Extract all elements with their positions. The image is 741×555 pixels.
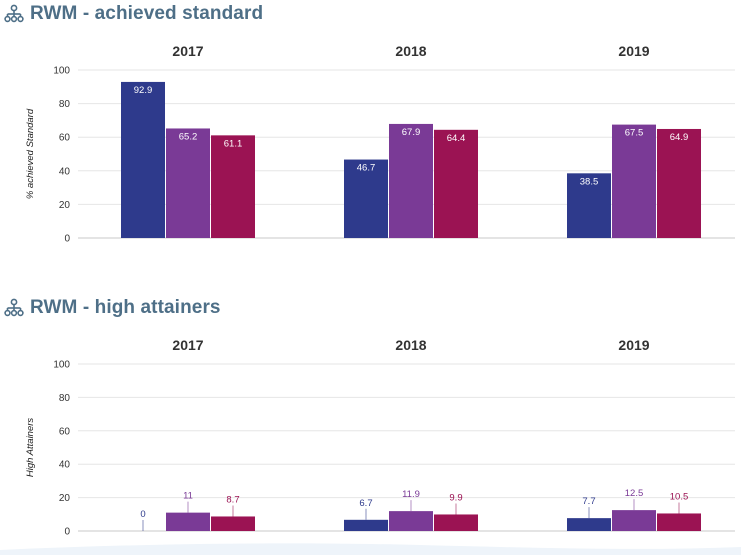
section-title: RWM - high attainers <box>30 297 221 318</box>
chart-section-achieved-standard: RWM - achieved standard 0 20 40 60 80 100 % ac… <box>0 0 741 270</box>
data-label: 61.1 <box>224 138 243 149</box>
section-title: RWM - achieved standard <box>30 3 264 24</box>
data-label: 65.2 <box>179 131 198 142</box>
data-label: 11 <box>183 491 193 502</box>
group-title: 2018 <box>395 43 426 59</box>
bar-chart-achieved-standard: 0 20 40 60 80 100 % achieved Standard 2017 92.9 6… <box>25 43 735 245</box>
group-title: 2017 <box>172 337 203 353</box>
bar <box>166 128 210 238</box>
y-tick-label: 80 <box>59 99 71 110</box>
bar <box>166 512 210 531</box>
y-tick-label: 40 <box>59 166 71 177</box>
group-title: 2017 <box>172 43 203 59</box>
sitemap-icon <box>4 4 24 23</box>
bar <box>211 516 255 531</box>
data-label: 64.4 <box>447 133 466 144</box>
group-title: 2018 <box>395 337 426 353</box>
data-label: 11.9 <box>402 489 420 500</box>
bar <box>612 510 656 531</box>
y-tick-label: 0 <box>64 527 70 538</box>
bar <box>612 124 656 238</box>
data-label: 8.7 <box>226 494 239 505</box>
data-label: 46.7 <box>357 163 376 174</box>
y-tick-label: 20 <box>59 493 71 504</box>
data-label: 38.5 <box>580 176 599 187</box>
data-label: 64.9 <box>670 132 689 143</box>
section-title-row[interactable]: RWM - achieved standard <box>4 3 263 25</box>
bar <box>344 159 388 238</box>
y-tick-label: 100 <box>53 360 70 371</box>
data-label: 67.9 <box>402 127 421 138</box>
data-label: 6.7 <box>359 498 372 509</box>
data-label: 9.9 <box>449 492 462 503</box>
y-tick-label: 40 <box>59 460 71 471</box>
data-label: 0 <box>140 509 145 520</box>
bar <box>389 123 433 238</box>
y-axis-label: % achieved Standard <box>25 108 36 199</box>
y-tick-label: 100 <box>53 66 70 77</box>
y-tick-label: 0 <box>64 234 70 245</box>
y-tick-label: 60 <box>59 426 71 437</box>
bar <box>434 129 478 238</box>
data-label: 7.7 <box>582 496 595 507</box>
bar <box>121 81 165 238</box>
decorative-wave <box>0 543 741 555</box>
bar <box>657 513 701 531</box>
data-label: 67.5 <box>625 128 644 139</box>
bar <box>389 511 433 531</box>
bar <box>567 173 611 238</box>
group-title: 2019 <box>618 337 649 353</box>
data-label: 92.9 <box>134 85 153 96</box>
bar <box>567 518 611 531</box>
bar <box>434 514 478 531</box>
data-label: 10.5 <box>670 491 689 502</box>
sitemap-icon <box>4 298 24 317</box>
y-tick-label: 80 <box>59 393 71 404</box>
section-title-row[interactable]: RWM - high attainers <box>4 297 221 319</box>
y-axis-label: High Attainers <box>25 418 36 478</box>
bar <box>344 519 388 531</box>
bar <box>211 135 255 238</box>
bar <box>657 128 701 238</box>
data-label: 12.5 <box>625 488 644 499</box>
group-title: 2019 <box>618 43 649 59</box>
y-tick-label: 20 <box>59 200 71 211</box>
y-tick-label: 60 <box>59 133 71 144</box>
